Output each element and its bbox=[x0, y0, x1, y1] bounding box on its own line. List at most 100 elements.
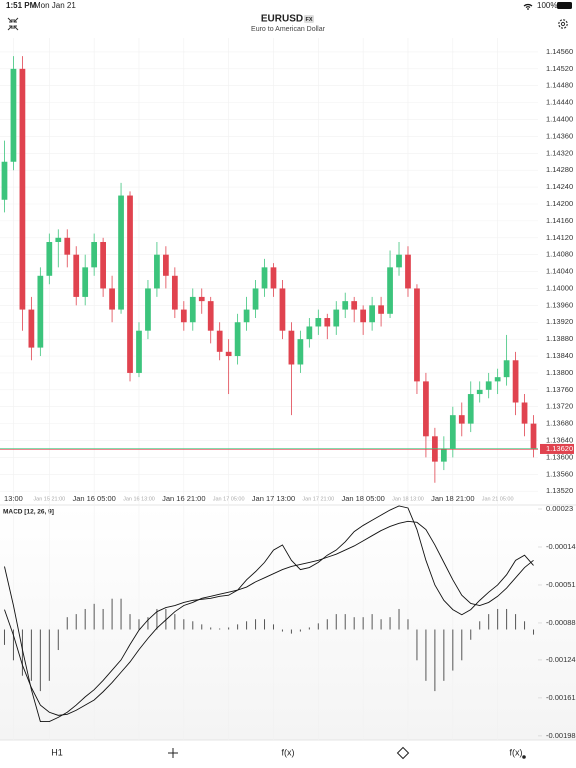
y-tick-label: 0.00023 bbox=[546, 504, 573, 513]
y-tick-label: -0.00088 bbox=[546, 618, 576, 627]
y-tick-label: 1.13720 bbox=[546, 402, 573, 411]
symbol-badge: FX bbox=[305, 17, 312, 23]
candle-body bbox=[440, 448, 447, 462]
candle-body bbox=[234, 322, 241, 357]
y-tick-label: -0.00014 bbox=[546, 542, 576, 551]
candle-body bbox=[207, 301, 214, 331]
candle-body bbox=[171, 275, 178, 310]
candle-body bbox=[109, 288, 115, 310]
current-price-box bbox=[540, 443, 574, 454]
x-tick-label: Jan 17 05:00 bbox=[213, 496, 245, 502]
symbol-subtitle: Euro to American Dollar bbox=[251, 26, 326, 33]
add-button[interactable] bbox=[168, 748, 178, 758]
y-tick-label: 1.13760 bbox=[546, 385, 573, 394]
indicator-gear bbox=[522, 755, 526, 759]
candle-body bbox=[136, 330, 142, 373]
y-tick-label: 1.14280 bbox=[546, 165, 573, 174]
drawing-button[interactable] bbox=[396, 746, 410, 760]
candle-body bbox=[100, 242, 106, 289]
candle-body bbox=[414, 288, 420, 382]
candle-body bbox=[91, 242, 98, 268]
candle-body bbox=[342, 301, 349, 310]
candle-body bbox=[243, 309, 250, 323]
candle-body bbox=[476, 389, 483, 395]
indicator-button[interactable]: f(x) bbox=[282, 747, 295, 757]
candle-body bbox=[225, 351, 232, 357]
candle-body bbox=[118, 195, 124, 310]
candle-body bbox=[64, 237, 71, 255]
settings-button[interactable] bbox=[558, 19, 568, 29]
x-tick-label: Jan 18 13:00 bbox=[392, 496, 424, 502]
y-tick-label: 1.13960 bbox=[546, 300, 573, 309]
candle-body bbox=[73, 254, 80, 297]
indicator-settings-button[interactable]: f(x) bbox=[510, 747, 523, 757]
candle-body bbox=[55, 237, 62, 243]
x-tick-label: Jan 15 21:00 bbox=[33, 496, 65, 502]
candle-body bbox=[351, 301, 358, 310]
x-tick-label: Jan 16 05:00 bbox=[72, 494, 115, 503]
candle-body bbox=[396, 254, 402, 268]
y-tick-label: 1.14240 bbox=[546, 182, 573, 191]
y-tick-label: 1.13560 bbox=[546, 469, 573, 478]
status-date: Mon Jan 21 bbox=[34, 1, 76, 10]
y-tick-label: 1.13600 bbox=[546, 452, 573, 461]
y-tick-label: 1.13880 bbox=[546, 334, 573, 343]
symbol-title: EURUSD bbox=[261, 14, 303, 25]
candle-body bbox=[297, 339, 304, 365]
x-tick-label: 13:00 bbox=[4, 494, 23, 503]
candle-body bbox=[503, 360, 510, 378]
candle-body bbox=[432, 436, 438, 462]
gear-hub bbox=[560, 21, 566, 27]
candle-body bbox=[198, 296, 205, 302]
macd-line bbox=[4, 505, 534, 722]
timeframe-button[interactable]: H1 bbox=[51, 747, 63, 757]
candle-body bbox=[154, 254, 160, 289]
candle-body bbox=[19, 68, 26, 310]
candle-body bbox=[82, 267, 89, 297]
y-tick-label: 1.14400 bbox=[546, 115, 573, 124]
y-tick-label: 1.13920 bbox=[546, 317, 573, 326]
y-tick-label: 1.14040 bbox=[546, 267, 573, 276]
y-tick-label: 1.14000 bbox=[546, 283, 573, 292]
x-tick-label: Jan 16 13:00 bbox=[123, 496, 155, 502]
candle-body bbox=[467, 394, 474, 424]
macd-title: MACD [12, 26, 9] bbox=[3, 509, 54, 516]
candle-body bbox=[216, 330, 223, 352]
candle-body bbox=[485, 381, 492, 390]
y-tick-label: 1.13520 bbox=[546, 486, 573, 495]
candle-body bbox=[324, 318, 331, 327]
candle-body bbox=[521, 402, 528, 424]
wifi-icon bbox=[523, 3, 533, 9]
candle-body bbox=[10, 68, 17, 162]
y-tick-label: 1.14360 bbox=[546, 131, 573, 140]
candle-body bbox=[405, 254, 411, 289]
y-tick-label: -0.00161 bbox=[546, 693, 576, 702]
candle-body bbox=[127, 195, 133, 373]
candle-body bbox=[306, 326, 313, 340]
y-tick-label: 1.14160 bbox=[546, 216, 573, 225]
y-tick-label: 1.13840 bbox=[546, 351, 573, 360]
x-tick-label: Jan 21 05:00 bbox=[482, 496, 514, 502]
candle-body bbox=[145, 288, 151, 331]
candle-body bbox=[449, 415, 456, 449]
candle-body bbox=[315, 318, 322, 327]
y-tick-label: -0.00124 bbox=[546, 655, 576, 664]
signal-line bbox=[4, 520, 534, 716]
status-battery: 100% bbox=[537, 1, 557, 10]
candle-body bbox=[37, 275, 44, 348]
collapse-button[interactable] bbox=[7, 17, 19, 31]
x-tick-label: Jan 18 05:00 bbox=[341, 494, 384, 503]
candle-body bbox=[270, 267, 277, 289]
candle-body bbox=[163, 254, 169, 276]
candle-body bbox=[252, 288, 259, 310]
candle-body bbox=[1, 161, 8, 200]
y-tick-label: 1.14080 bbox=[546, 250, 573, 259]
y-tick-label: -0.00198 bbox=[546, 731, 576, 740]
y-tick-label: 1.14440 bbox=[546, 98, 573, 107]
y-tick-label: 1.13680 bbox=[546, 419, 573, 428]
candle-body bbox=[458, 415, 465, 424]
candle-body bbox=[378, 305, 384, 314]
wifi-dot bbox=[527, 8, 529, 10]
current-price-label: 1.13620 bbox=[546, 444, 573, 453]
